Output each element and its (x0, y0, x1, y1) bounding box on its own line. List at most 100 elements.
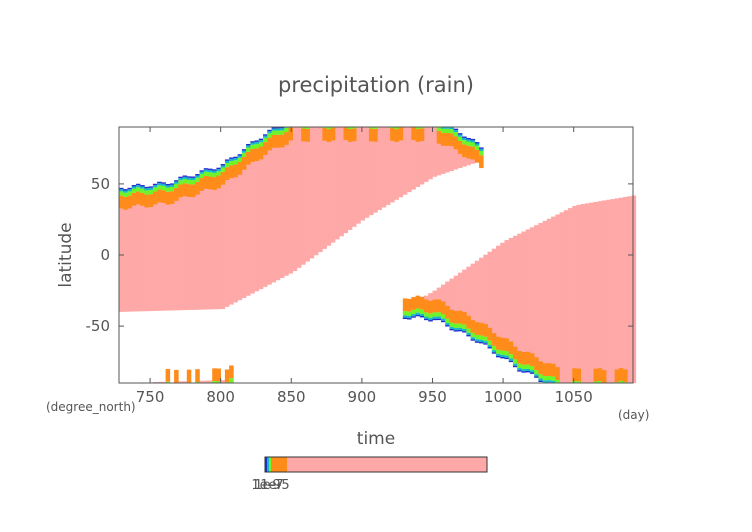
rain-high-band (487, 251, 493, 341)
rain-high-band (538, 223, 543, 375)
rain-edge-band (453, 136, 459, 150)
rain-edge-band (148, 187, 154, 190)
rain-edge-band (220, 164, 226, 166)
rain-edge-band (457, 323, 463, 328)
y-tick-label: 0 (100, 246, 110, 264)
rain-high-band (326, 129, 332, 246)
rain-edge-band (224, 160, 230, 163)
rain-edge-band (449, 328, 454, 331)
rain-edge-band (504, 355, 510, 358)
rain-edge-band (462, 329, 467, 332)
rain-high-band (584, 203, 590, 383)
rain-edge-band (186, 177, 192, 180)
rain-high-band (534, 225, 539, 370)
x-unit-label: (day) (618, 408, 649, 422)
rain-edge-band (157, 181, 162, 184)
rain-high-band (131, 192, 137, 312)
rain-edge-band (347, 127, 353, 130)
rain-edge-band (618, 368, 624, 381)
rain-edge-band (241, 149, 247, 151)
rain-edge-band (165, 191, 171, 205)
rain-edge-band (504, 351, 510, 356)
rain-edge-band (517, 368, 522, 371)
rain-edge-band (157, 183, 162, 186)
rain-edge-band (483, 324, 488, 337)
rain-high-band (610, 199, 615, 383)
rain-edge-band (207, 168, 213, 171)
rain-edge-band (250, 149, 255, 162)
rain-edge-band (534, 376, 539, 378)
rain-edge-band (483, 341, 488, 344)
rain-edge-band (263, 135, 268, 138)
rain-high-band (140, 192, 145, 312)
rain-high-band (275, 134, 281, 281)
rain-high-band (351, 128, 357, 227)
rain-edge-band (470, 138, 476, 141)
rain-edge-band (449, 127, 454, 130)
rain-high-band (199, 380, 205, 383)
rain-edge-band (466, 145, 471, 159)
rain-edge-band (233, 164, 238, 178)
rain-edge-band (144, 190, 149, 195)
rain-edge-band (483, 343, 488, 345)
rain-high-band (157, 189, 162, 311)
y-tick-label: 50 (91, 175, 110, 193)
rain-edge-band (174, 181, 179, 184)
rain-edge-band (263, 134, 268, 136)
rain-high-band (157, 381, 162, 383)
rain-edge-band (474, 322, 480, 335)
rain-high-band (457, 140, 463, 169)
rain-edge-band (368, 127, 374, 129)
rain-edge-band (148, 194, 154, 208)
rain-edge-band (436, 318, 442, 321)
rain-high-band (263, 142, 268, 287)
colorbar-cell (267, 457, 269, 472)
rain-edge-band (123, 196, 128, 210)
rain-edge-band (496, 353, 501, 356)
rain-edge-band (428, 317, 433, 321)
rain-edge-band (161, 185, 166, 191)
rain-high-band (191, 184, 196, 310)
rain-edge-band (415, 295, 421, 309)
x-tick-label: 950 (418, 388, 447, 406)
rain-edge-band (301, 127, 306, 129)
y-unit-label: (degree_north) (46, 400, 136, 414)
rain-edge-band (267, 131, 272, 134)
rain-edge-band (424, 312, 429, 317)
rain-edge-band (246, 147, 251, 152)
rain-edge-band (512, 365, 518, 368)
rain-edge-band (140, 186, 145, 189)
rain-high-band (398, 127, 404, 198)
rain-edge-band (457, 134, 463, 137)
rain-edge-band (500, 350, 505, 355)
rain-high-band (555, 214, 560, 380)
rain-edge-band (199, 171, 205, 174)
rain-high-band (593, 201, 598, 382)
rain-high-band (271, 134, 277, 283)
rain-high-band (322, 127, 327, 249)
rain-edge-band (131, 192, 137, 206)
rain-edge-band (597, 381, 603, 383)
rain-edge-band (254, 140, 260, 142)
rain-edge-band (279, 134, 285, 148)
rain-edge-band (322, 127, 327, 141)
rain-edge-band (419, 313, 425, 317)
x-tick-label: 1000 (484, 388, 522, 406)
rain-high-band (436, 130, 442, 176)
rain-edge-band (457, 140, 463, 154)
rain-edge-band (474, 334, 480, 340)
rain-edge-band (368, 128, 374, 142)
rain-edge-band (457, 327, 463, 330)
rain-high-band (220, 380, 226, 383)
rain-edge-band (576, 368, 582, 382)
rain-edge-band (390, 128, 395, 141)
rain-high-band (335, 127, 340, 240)
rain-edge-band (517, 350, 522, 364)
x-tick-label: 1050 (555, 388, 593, 406)
rain-edge-band (271, 127, 277, 129)
rain-edge-band (462, 311, 467, 325)
rain-edge-band (152, 185, 158, 188)
rain-edge-band (246, 143, 251, 146)
rain-high-band (360, 127, 366, 221)
